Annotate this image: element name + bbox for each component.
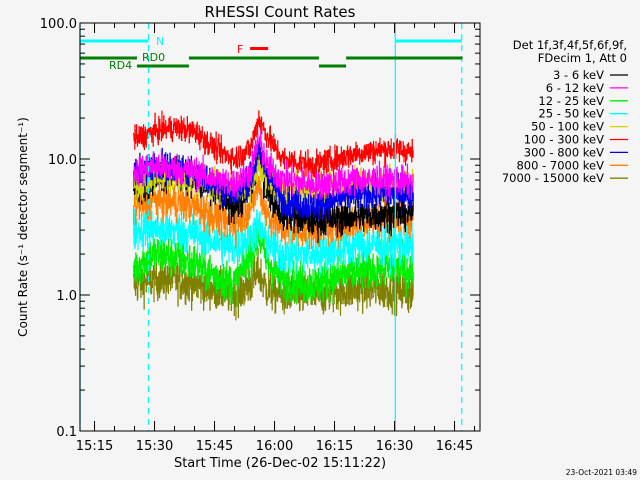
series-line-6-12keV [133,128,414,204]
x-tick-label: 16:00 [256,439,293,454]
x-tick-label: 16:30 [376,439,413,454]
legend-label: 300 - 800 keV [524,145,604,159]
legend-label: 3 - 6 keV [553,68,604,82]
series-line-100-300keV [133,110,414,178]
legend-label: 7000 - 15000 keV [502,171,604,185]
series-line-7000-15000keV [133,248,414,321]
flare-label: F [237,43,243,56]
timestamp: 23-Oct-2021 03:49 [566,468,637,477]
legend-header-1: Det 1f,3f,4f,5f,6f,9f, [513,38,627,52]
legend-label: 25 - 50 keV [538,107,604,121]
x-tick-label: 16:45 [436,439,473,454]
legend-label: 6 - 12 keV [546,81,604,95]
rd4-label: RD4 [109,59,132,72]
legend-label: 12 - 25 keV [538,94,604,108]
chart-title: RHESSI Count Rates [205,3,356,21]
legend-label: 50 - 100 keV [531,120,604,134]
x-axis-label: Start Time (26-Dec-02 15:11:22) [174,456,386,471]
series-layer [133,110,414,321]
x-tick-label: 16:15 [316,439,353,454]
y-tick-label: 1.0 [56,289,77,304]
axis-layer: 0.1 1.0 10.0 100.0 15:15 15:30 15:45 16:00 16:15… [40,17,480,454]
legend-label: 800 - 7000 keV [516,158,604,172]
overlay-layer: N F RD0 RD4 [79,23,463,431]
rd0-label: RD0 [142,51,165,64]
legend: Det 1f,3f,4f,5f,6f,9f, FDecim 1, Att 0 3… [502,38,628,185]
x-tick-label: 15:30 [136,439,173,454]
x-tick-label: 15:15 [76,439,113,454]
legend-label: 100 - 300 keV [524,133,604,147]
x-tick-label: 15:45 [196,439,233,454]
series-line-12-25keV [133,218,414,307]
y-axis-label: Count Rate (s⁻¹ detector segment⁻¹) [16,117,30,337]
y-tick-label: 10.0 [48,153,77,168]
night-label: N [156,35,164,48]
plot-frame [79,22,481,432]
y-tick-label: 0.1 [56,425,77,440]
y-tick-label: 100.0 [40,17,77,32]
legend-header-2: FDecim 1, Att 0 [538,51,627,65]
